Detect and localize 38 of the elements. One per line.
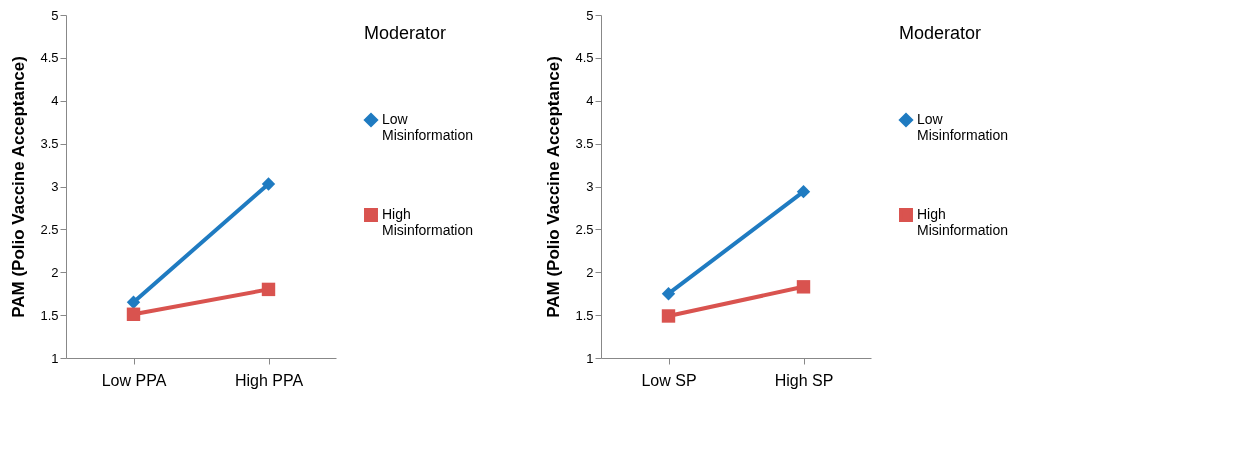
- y-tick-label: 2.5: [575, 221, 594, 237]
- x-tick-label: High PPA: [234, 371, 304, 389]
- point: [661, 286, 676, 301]
- legend-label: Low Misinformation: [382, 111, 474, 143]
- point: [261, 282, 276, 297]
- y-axis-title: PAM (Polio Vaccine Acceptance): [9, 56, 29, 318]
- y-tick-label: 5: [51, 7, 59, 23]
- y-tick-label: 1: [586, 350, 594, 366]
- point: [126, 295, 141, 309]
- y-tick-label: 4: [586, 93, 594, 109]
- x-tick-label: Low SP: [641, 371, 697, 389]
- legend-label: High Misinformation: [917, 206, 1009, 238]
- y-tick-label: 3.5: [40, 136, 59, 152]
- y-tick-label: 4: [51, 93, 59, 109]
- point: [126, 307, 141, 321]
- point: [796, 280, 811, 294]
- x-tick-label: Low PPA: [101, 371, 167, 389]
- y-tick-label: 2.5: [40, 221, 59, 237]
- y-tick-label: 3.5: [575, 136, 594, 152]
- y-tick-label: 1.5: [40, 307, 59, 323]
- x-tick-label: High SP: [774, 371, 834, 389]
- y-tick-label: 4.5: [575, 50, 594, 66]
- point: [261, 177, 276, 191]
- legend-label: Low Misinformation: [917, 111, 1009, 143]
- y-tick-label: 2: [51, 264, 59, 280]
- point: [796, 184, 811, 199]
- y-tick-label: 3: [586, 179, 594, 194]
- point: [661, 309, 676, 323]
- legend-label: High Misinformation: [382, 206, 474, 238]
- legend-title: Moderator: [364, 23, 447, 43]
- y-tick-label: 3: [51, 179, 59, 194]
- legend-title: Moderator: [899, 23, 982, 43]
- y-tick-label: 4.5: [40, 50, 59, 66]
- y-axis-title: PAM (Polio Vaccine Acceptance): [544, 56, 564, 318]
- y-tick-label: 1: [51, 350, 59, 366]
- y-tick-label: 1.5: [575, 307, 594, 323]
- y-tick-label: 2: [586, 264, 594, 280]
- y-tick-label: 5: [586, 7, 594, 23]
